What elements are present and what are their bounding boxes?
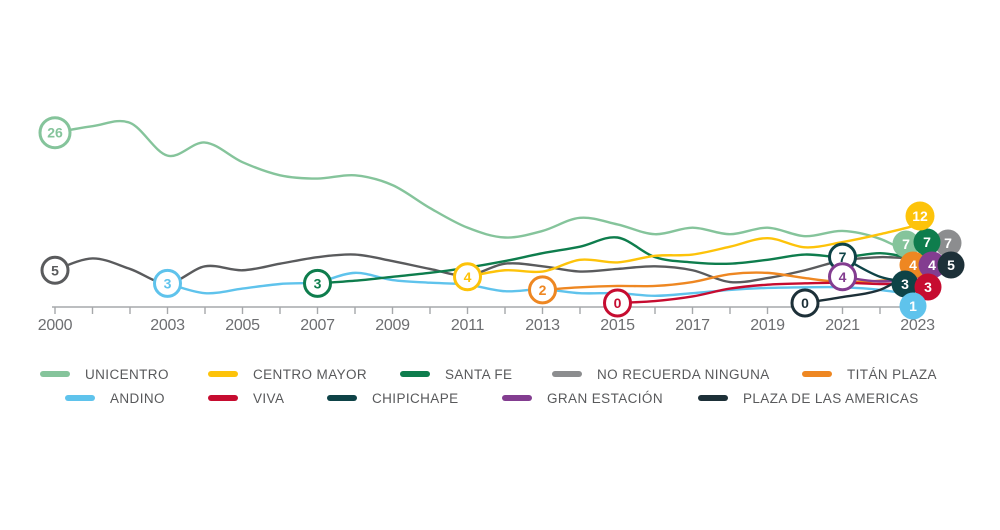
end-marker-value: 4 xyxy=(909,257,917,273)
start-marker-ring xyxy=(828,262,857,292)
start-marker-value: 0 xyxy=(801,295,809,311)
x-axis: 2000 2003 2005 2007 2009 2011 2013 2015 2017 2019… xyxy=(38,306,935,334)
end-marker-circle xyxy=(891,270,919,298)
start-marker-value: 4 xyxy=(464,269,472,285)
series-end-marker-andino: 1 xyxy=(899,292,927,320)
series-line-no-recuerda-ninguna xyxy=(53,241,950,285)
x-axis-label-2019: 2019 xyxy=(750,317,785,334)
start-marker-value: 0 xyxy=(614,295,622,311)
start-marker-value: 5 xyxy=(51,262,59,278)
series-end-marker-no-recuerda-ninguna: 7 xyxy=(934,229,962,257)
x-axis-label-2000: 2000 xyxy=(38,317,73,334)
end-marker-circle xyxy=(918,251,946,279)
start-marker-ring xyxy=(528,275,557,305)
start-marker-ring xyxy=(38,116,72,150)
start-marker-value: 2 xyxy=(539,282,547,298)
start-marker-ring xyxy=(603,288,632,318)
end-marker-circle xyxy=(913,228,941,256)
x-axis-label-2009: 2009 xyxy=(375,317,410,334)
series-start-marker-no-recuerda-ninguna: 5 xyxy=(40,255,70,285)
start-marker-value: 3 xyxy=(314,275,322,291)
end-marker-value: 4 xyxy=(928,257,936,273)
end-marker-circle xyxy=(914,273,942,301)
x-axis-label-2007: 2007 xyxy=(300,317,335,334)
series-end-marker-gran-estacion: 4 xyxy=(918,251,946,279)
series-start-marker-unicentro: 26 xyxy=(38,116,72,150)
start-marker-ring xyxy=(453,262,482,292)
end-marker-circle xyxy=(937,251,965,279)
x-axis-label-2003: 2003 xyxy=(150,317,185,334)
end-marker-value: 7 xyxy=(902,236,910,252)
start-marker-value: 3 xyxy=(164,275,172,291)
series-line-centro-mayor xyxy=(466,214,923,278)
end-marker-value: 1 xyxy=(909,298,917,314)
series-end-marker-unicentro: 7 xyxy=(892,230,920,258)
start-marker-value: 26 xyxy=(47,125,63,141)
end-marker-value: 5 xyxy=(947,257,955,273)
x-axis-label-2013: 2013 xyxy=(525,317,560,334)
x-axis-label-2023: 2023 xyxy=(900,317,935,334)
end-marker-circle xyxy=(899,292,927,320)
end-marker-value: 7 xyxy=(923,234,931,250)
start-marker-ring xyxy=(790,288,820,318)
series-start-marker-viva: 0 xyxy=(603,288,632,318)
end-marker-value: 3 xyxy=(901,276,909,292)
start-marker-value: 7 xyxy=(839,249,847,265)
end-marker-value: 7 xyxy=(944,235,952,251)
end-marker-value: 12 xyxy=(912,208,928,224)
series-line-unicentro xyxy=(53,119,920,259)
start-marker-value: 4 xyxy=(839,269,847,285)
end-marker-circle xyxy=(905,201,935,231)
end-marker-circle xyxy=(934,229,962,257)
series-start-marker-andino: 3 xyxy=(153,268,182,298)
start-marker-ring xyxy=(40,255,70,285)
series-end-marker-chipichape: 3 xyxy=(891,270,919,298)
end-marker-value: 3 xyxy=(924,279,932,295)
start-marker-ring xyxy=(303,268,332,298)
series-end-marker-plaza-de-las-americas: 5 xyxy=(937,251,965,279)
start-marker-ring xyxy=(153,268,182,298)
series-line-andino xyxy=(166,271,921,308)
x-axis-label-2015: 2015 xyxy=(600,317,635,334)
series-start-marker-centro-mayor: 4 xyxy=(453,262,482,292)
series-end-marker-santa-fe: 7 xyxy=(913,228,941,256)
series-end-marker-viva: 3 xyxy=(914,273,942,301)
series-start-marker-santa-fe: 3 xyxy=(303,268,332,298)
series-start-marker-plaza-de-las-americas: 0 xyxy=(790,288,820,318)
x-axis-label-2017: 2017 xyxy=(675,317,710,334)
series-end-marker-centro-mayor: 12 xyxy=(905,201,935,231)
x-axis-label-2011: 2011 xyxy=(451,317,485,334)
x-axis-label-2005: 2005 xyxy=(225,317,260,334)
end-marker-circle xyxy=(892,230,920,258)
x-axis-label-2021: 2021 xyxy=(825,317,860,334)
series-start-marker-titan-plaza: 2 xyxy=(528,275,557,305)
series-start-marker-gran-estacion: 4 xyxy=(828,262,857,292)
